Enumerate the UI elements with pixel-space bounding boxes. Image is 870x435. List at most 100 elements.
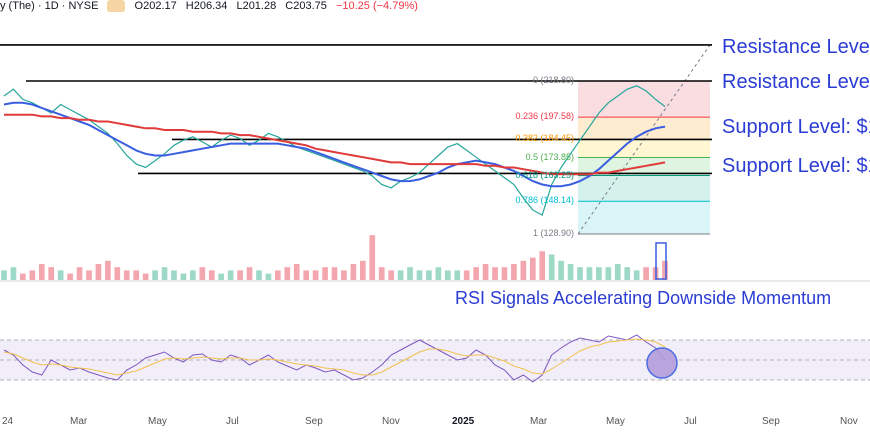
fib-zone bbox=[578, 81, 710, 118]
close-line bbox=[3, 85, 666, 216]
volume-bar bbox=[246, 267, 253, 280]
volume-bar bbox=[482, 264, 489, 280]
volume-bars bbox=[1, 235, 668, 280]
volume-bar bbox=[76, 267, 83, 280]
volume-bar bbox=[199, 267, 206, 280]
support-label-2: Support Level: $1 bbox=[722, 155, 870, 177]
volume-bar bbox=[180, 273, 187, 280]
volume-bar bbox=[378, 267, 385, 280]
x-axis-label: May bbox=[606, 416, 625, 427]
volume-bar bbox=[539, 251, 546, 280]
volume-bar bbox=[284, 267, 291, 280]
x-axis-label: Jul bbox=[684, 416, 697, 427]
volume-bar bbox=[1, 270, 7, 280]
volume-bar bbox=[558, 260, 564, 280]
volume-bar bbox=[596, 267, 602, 280]
volume-bar bbox=[605, 267, 612, 280]
volume-bar bbox=[388, 270, 394, 280]
x-axis-label: Sep bbox=[762, 416, 780, 427]
support-label-1: Support Level: $1 bbox=[722, 116, 870, 138]
volume-bar bbox=[57, 270, 64, 280]
fib-label: 1 (128.90) bbox=[532, 228, 574, 238]
sma50-line bbox=[3, 101, 666, 188]
x-axis-label: 2025 bbox=[452, 416, 475, 427]
horizontal-levels bbox=[0, 44, 712, 175]
volume-bar bbox=[86, 270, 92, 280]
fib-label: 0.382 (184.45) bbox=[515, 133, 574, 144]
volume-bar bbox=[152, 270, 158, 280]
volume-bar bbox=[369, 235, 376, 280]
fib-label: 0.786 (148.14) bbox=[515, 195, 574, 206]
volume-bar bbox=[341, 270, 347, 280]
volume-bar bbox=[133, 270, 140, 280]
volume-bar bbox=[633, 270, 640, 280]
volume-bar bbox=[48, 267, 55, 280]
volume-bar bbox=[435, 267, 442, 280]
fib-zone bbox=[578, 175, 710, 202]
x-axis-label: Jul bbox=[226, 416, 239, 427]
volume-bar bbox=[624, 267, 631, 280]
volume-bar bbox=[548, 254, 555, 280]
x-axis-label: Mar bbox=[70, 416, 88, 427]
volume-bar bbox=[586, 267, 593, 280]
rsi-highlight-circle bbox=[646, 347, 678, 379]
fib-zone bbox=[578, 117, 710, 140]
volume-bar bbox=[359, 260, 366, 280]
volume-bar bbox=[227, 270, 234, 280]
symbol-name[interactable]: y (The) · 1D · NYSE bbox=[0, 0, 99, 12]
x-axis-label: 24 bbox=[2, 416, 14, 427]
volume-bar bbox=[38, 264, 45, 280]
volume-bar bbox=[95, 264, 102, 280]
fib-zone bbox=[578, 201, 710, 234]
volume-bar bbox=[416, 270, 423, 280]
volume-bar bbox=[350, 264, 357, 280]
volume-bar bbox=[520, 260, 527, 280]
fib-zone bbox=[578, 139, 710, 158]
rsi-line bbox=[3, 334, 666, 383]
volume-bar bbox=[218, 273, 225, 280]
volume-bar bbox=[20, 273, 26, 280]
volume-bar bbox=[265, 273, 272, 280]
change-value: −10.25 (−4.79%) bbox=[335, 0, 418, 12]
sma200-line bbox=[4, 113, 666, 176]
fib-label: 0.5 (173.85) bbox=[525, 151, 574, 162]
volume-bar bbox=[10, 267, 17, 280]
fib-label: 0.618 (163.25) bbox=[515, 169, 574, 180]
x-axis-label: Mar bbox=[530, 416, 548, 427]
x-axis-label: May bbox=[148, 416, 167, 427]
volume-bar bbox=[256, 270, 262, 280]
volume-bar bbox=[190, 270, 196, 280]
fib-label: 0 (218.80) bbox=[532, 75, 574, 85]
volume-bar bbox=[426, 270, 432, 280]
volume-bar bbox=[29, 270, 36, 280]
volume-bar bbox=[511, 264, 517, 280]
volume-bar bbox=[473, 267, 479, 280]
rsi-title: RSI Signals Accelerating Downside Moment… bbox=[455, 288, 832, 308]
volume-bar bbox=[454, 270, 461, 280]
volume-bar bbox=[322, 267, 328, 280]
volume-highlight bbox=[655, 242, 667, 280]
volume-bar bbox=[529, 257, 536, 280]
volume-bar bbox=[142, 273, 149, 280]
rsi-signal-line bbox=[3, 338, 666, 376]
volume-bar bbox=[161, 267, 168, 280]
volume-bar bbox=[614, 264, 621, 280]
fibonacci-retracement bbox=[577, 44, 711, 235]
volume-bar bbox=[577, 267, 583, 280]
volume-bar bbox=[643, 267, 649, 280]
high-value: H206.34 bbox=[185, 0, 228, 12]
close-value: C203.75 bbox=[285, 0, 327, 12]
volume-bar bbox=[407, 267, 413, 280]
resistance-label-2: Resistance Level: bbox=[722, 71, 870, 93]
volume-bar bbox=[567, 264, 574, 280]
volume-bar bbox=[114, 267, 121, 280]
volume-bar bbox=[303, 270, 310, 280]
volume-bar bbox=[105, 260, 111, 280]
price-series bbox=[3, 85, 666, 216]
symbol-header: y (The) · 1D · NYSE O202.17 H206.34 L201… bbox=[0, 0, 424, 18]
low-value: L201.28 bbox=[236, 0, 277, 12]
volume-bar bbox=[312, 270, 319, 280]
volume-bar bbox=[208, 270, 215, 280]
